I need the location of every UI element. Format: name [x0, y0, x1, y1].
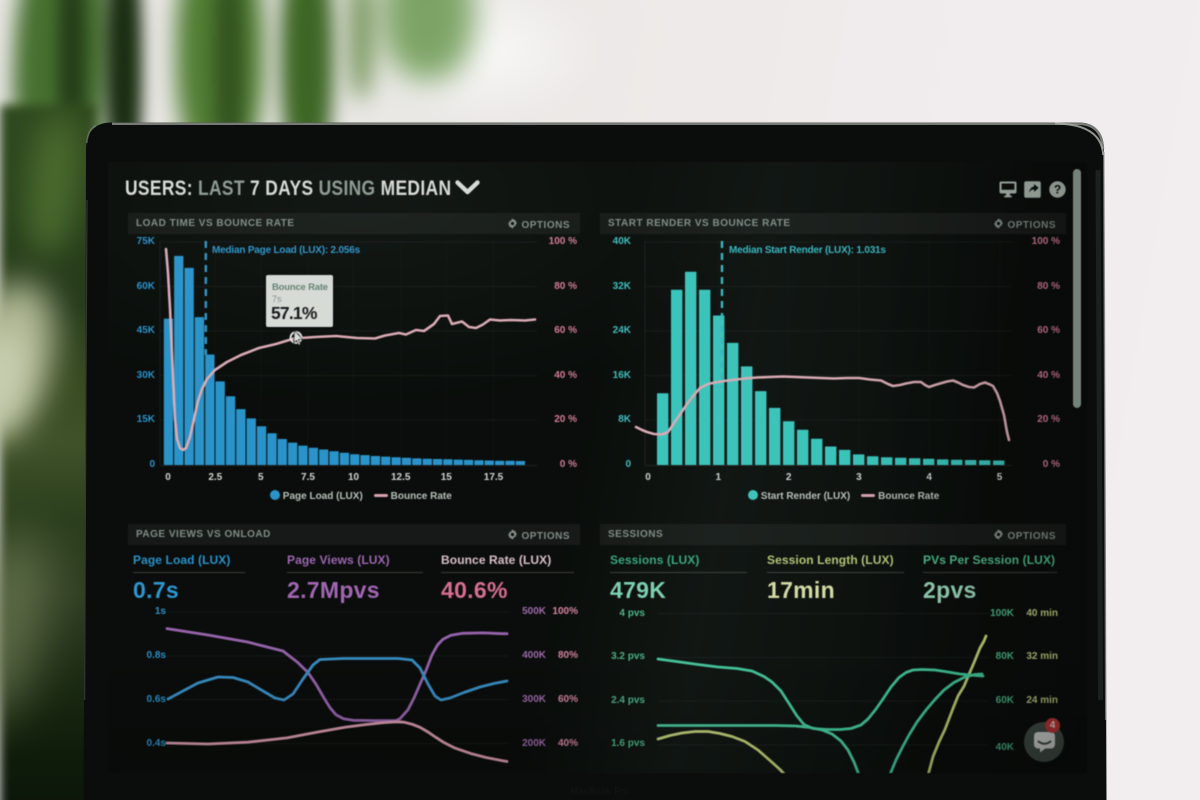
- svg-text:?: ?: [1054, 183, 1061, 197]
